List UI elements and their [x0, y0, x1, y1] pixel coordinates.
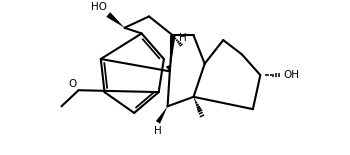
Text: OH: OH	[284, 70, 300, 80]
Polygon shape	[170, 35, 175, 71]
Polygon shape	[106, 12, 125, 28]
Text: H: H	[178, 33, 186, 43]
Text: O: O	[69, 79, 77, 89]
Text: HO: HO	[91, 2, 107, 12]
Text: H: H	[154, 126, 162, 136]
Polygon shape	[156, 106, 168, 124]
